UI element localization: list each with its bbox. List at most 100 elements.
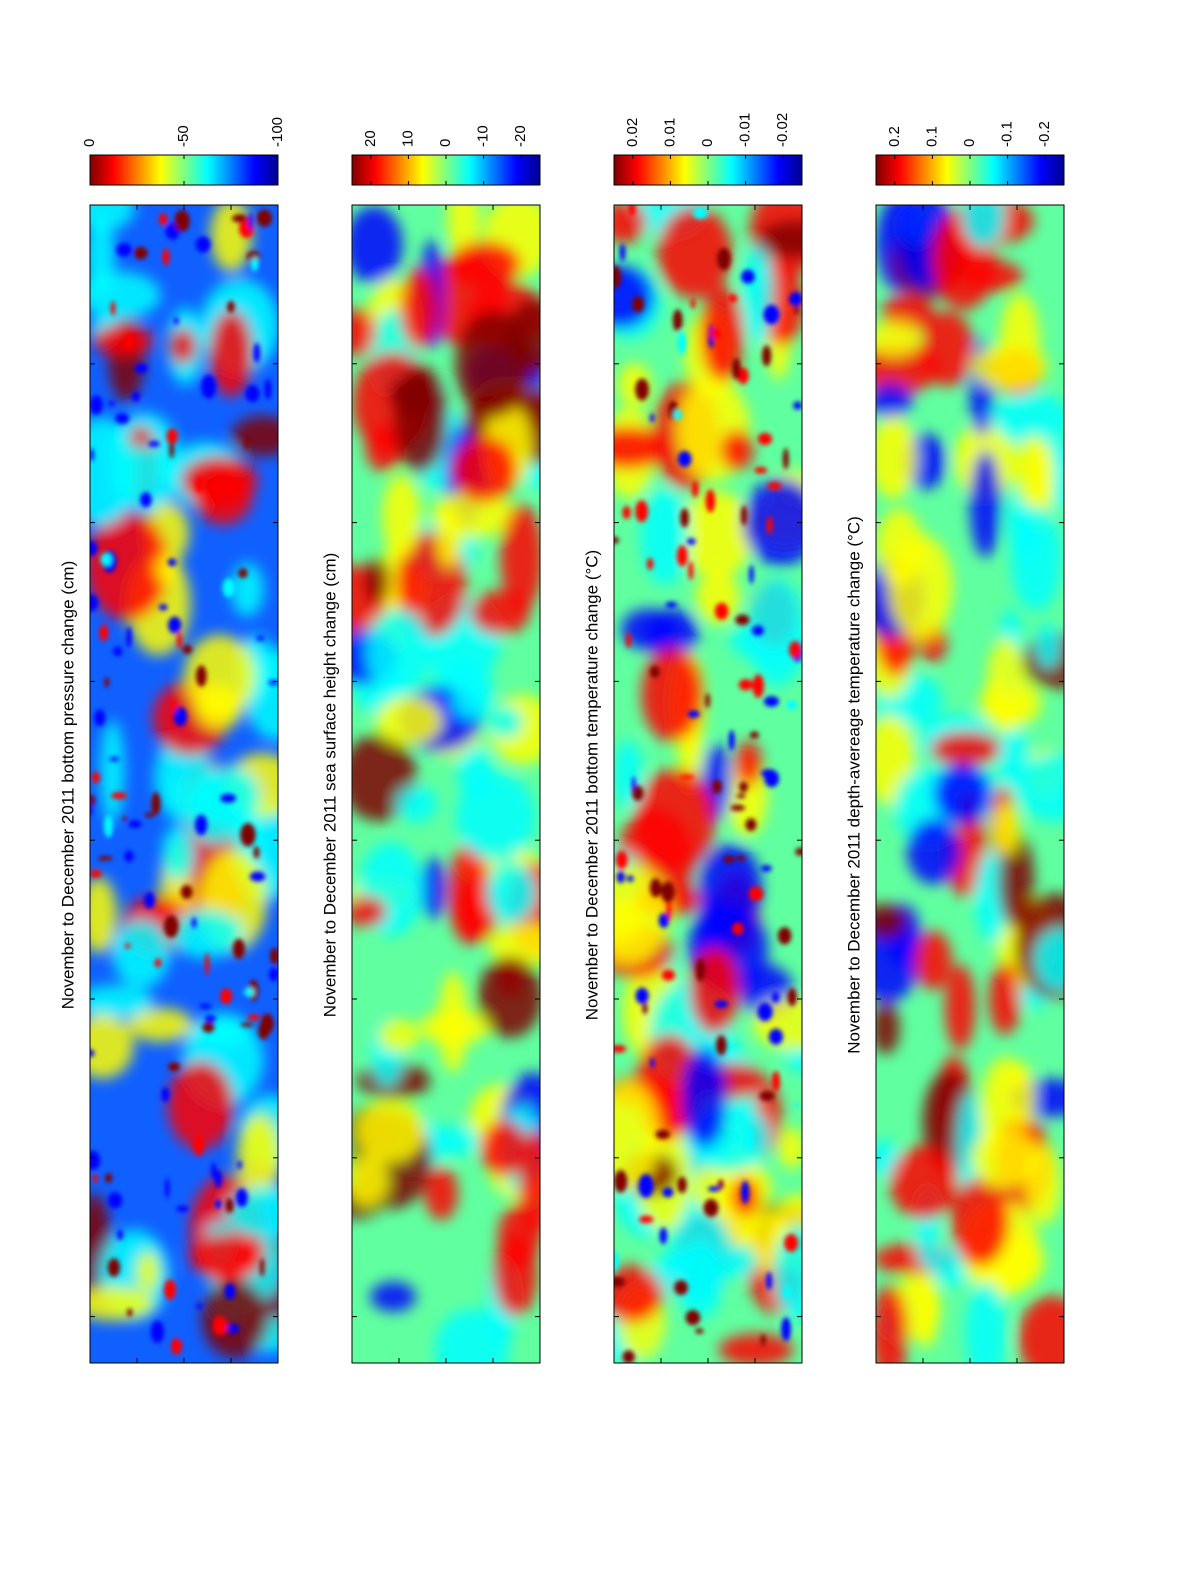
heatmap-blob: [748, 578, 802, 687]
heatmap-spot: [757, 1002, 773, 1022]
heatmap-blob: [742, 243, 774, 345]
heatmap-spot: [784, 1234, 799, 1252]
heatmap-spot: [748, 886, 764, 901]
colorbar-tick-label: 10: [399, 130, 416, 147]
colorbar: [351, 154, 541, 186]
heatmap-spot: [259, 1257, 265, 1277]
heatmap-blob: [876, 508, 923, 587]
heatmap-spot: [717, 1179, 724, 1190]
heatmap-spot: [771, 991, 780, 1003]
heatmap-spot: [650, 1057, 655, 1068]
heatmap-spot: [99, 624, 109, 642]
heatmap-spot: [741, 1180, 750, 1204]
heatmap-blob: [914, 930, 952, 990]
heatmap-spot: [91, 771, 100, 784]
heatmap-spot: [741, 505, 748, 526]
heatmap-blob: [614, 1081, 660, 1191]
heatmap-blob: [876, 415, 917, 500]
heatmap-spot: [171, 698, 177, 714]
colorbar-tick-label: 0: [81, 139, 98, 147]
heatmap-spot: [90, 395, 103, 415]
heatmap-blob: [773, 1224, 802, 1321]
heatmap-blob: [614, 265, 654, 329]
heatmap-field: [90, 205, 278, 1363]
heatmap-blob: [920, 310, 974, 387]
heatmap-blob: [90, 876, 118, 954]
colorbar-tick-label: 0: [437, 139, 454, 147]
heatmap-spot: [122, 816, 128, 821]
heatmap-blob: [996, 726, 1030, 789]
heatmap-spot: [195, 814, 208, 836]
heatmap-blob: [723, 1244, 758, 1278]
colorbar-tick-label: 0.02: [624, 118, 641, 147]
heatmap-spot: [716, 1035, 727, 1056]
heatmap-blob: [1014, 435, 1054, 508]
heatmap-spot: [191, 917, 197, 929]
heatmap-spot: [224, 1283, 236, 1300]
heatmap-spot: [176, 1205, 189, 1213]
colorbar-tick-label: -50: [175, 125, 192, 147]
heatmap-spot: [167, 558, 177, 567]
colorbar-tick-label: -20: [512, 125, 529, 147]
heatmap-spot: [736, 855, 746, 862]
heatmap-blob: [614, 426, 668, 469]
heatmap-spot: [655, 1129, 671, 1140]
heatmap-spot: [745, 818, 757, 832]
heatmap-spot: [649, 413, 655, 423]
heatmap-spot: [714, 602, 729, 620]
heatmap-blob: [418, 1009, 490, 1045]
heatmap-spot: [174, 209, 190, 233]
heatmap-spot: [268, 967, 278, 982]
heatmap-blob: [370, 1281, 417, 1312]
heatmap-spot: [107, 1192, 123, 1209]
heatmap-spot: [674, 1280, 688, 1296]
heatmap-spot: [211, 1162, 216, 1179]
heatmap-spot: [180, 884, 193, 900]
heatmap-spot: [113, 646, 123, 657]
heatmap-blob: [876, 1284, 908, 1363]
heatmap-spot: [736, 793, 746, 799]
heatmap-blob: [1004, 1062, 1035, 1130]
heatmap-spot: [195, 476, 205, 493]
heatmap-spot: [661, 881, 675, 903]
heatmap-spot: [90, 448, 94, 462]
heatmap-spot: [90, 540, 98, 557]
heatmap-spot: [176, 631, 183, 649]
heatmap-spot: [649, 878, 662, 898]
heatmap-spot: [140, 492, 152, 508]
heatmap-spot: [247, 1014, 261, 1021]
heatmap-spot: [616, 870, 625, 884]
heatmap-spot: [220, 793, 237, 803]
heatmap-spot: [131, 391, 141, 402]
heatmap-spot: [100, 553, 112, 566]
heatmap-spot: [204, 952, 210, 976]
heatmap-spot: [759, 1090, 775, 1102]
heatmap-spot: [256, 635, 265, 641]
heatmap-spot: [619, 243, 626, 262]
heatmap-blob: [889, 1145, 958, 1220]
heatmap-spot: [240, 823, 256, 847]
heatmap-blob: [449, 241, 521, 288]
heatmap-spot: [679, 775, 695, 780]
heatmap-spot: [658, 913, 670, 928]
heatmap-spot: [128, 820, 142, 828]
heatmap-blob: [364, 557, 390, 605]
heatmap-blob: [400, 268, 438, 349]
heatmap-blob: [614, 1265, 663, 1323]
heatmap-blob: [480, 1120, 528, 1177]
heatmap-spot: [677, 331, 687, 355]
heatmap-blob: [488, 923, 540, 966]
heatmap-blob: [92, 324, 154, 356]
heatmap-blob: [100, 720, 125, 824]
heatmap-spot: [105, 1172, 113, 1184]
colorbar: [89, 154, 279, 186]
heatmap-spot: [766, 1271, 772, 1290]
heatmap-spot: [256, 209, 273, 227]
heatmap-spot: [154, 958, 162, 968]
heatmap-blob: [436, 505, 463, 568]
heatmap-spot: [766, 516, 773, 535]
heatmap-spot: [723, 855, 736, 863]
heatmap-spot: [632, 296, 644, 313]
heatmap-spot: [751, 625, 764, 636]
heatmap-spot: [220, 988, 233, 1005]
